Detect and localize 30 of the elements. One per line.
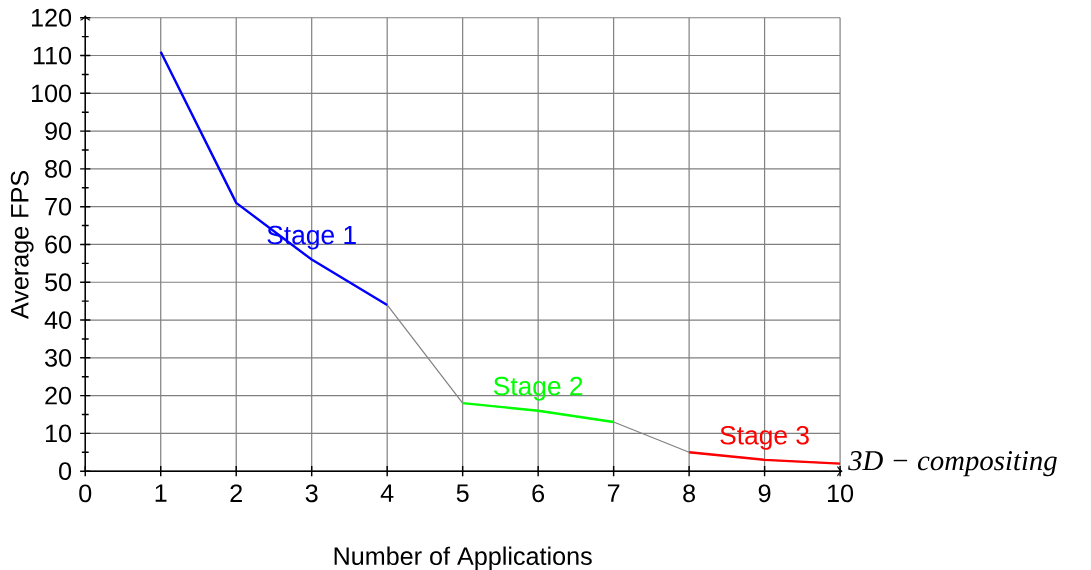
y-axis-title: Average FPS <box>10 171 34 319</box>
x-tick-label: 10 <box>828 484 854 503</box>
y-tick-label: 120 <box>32 8 72 27</box>
x-axis-title: Number of Applications <box>334 546 592 570</box>
x-tick-label: 9 <box>758 484 771 503</box>
y-tick-label: 50 <box>45 273 72 292</box>
y-tick-label: 100 <box>32 84 72 103</box>
x-tick-label: 6 <box>532 484 545 503</box>
y-tick-label: 10 <box>46 424 72 443</box>
series-label: 3D − compositing <box>848 451 1057 477</box>
series-label: Stage 3 <box>720 425 809 450</box>
y-tick-label: 40 <box>44 311 72 329</box>
x-tick-label: 8 <box>683 484 696 503</box>
x-tick-label: 7 <box>607 484 620 502</box>
x-tick-label: 4 <box>380 484 394 502</box>
y-tick-label: 70 <box>45 197 72 216</box>
x-tick-label: 0 <box>79 484 92 503</box>
y-tick-label: 30 <box>45 348 72 367</box>
y-tick-label: 20 <box>45 386 72 405</box>
x-tick-label: 5 <box>456 484 469 502</box>
series-label: Stage 2 <box>493 376 583 401</box>
x-tick-label: 2 <box>230 484 242 502</box>
y-tick-label: 90 <box>45 122 72 140</box>
y-tick-label: 0 <box>59 462 72 481</box>
line-series <box>159 50 389 307</box>
y-tick-label: 110 <box>33 46 72 65</box>
y-tick-label: 80 <box>45 159 72 178</box>
x-tick-label: 3 <box>305 484 318 503</box>
x-tick-label: 1 <box>155 484 167 502</box>
y-tick-label: 60 <box>45 235 72 254</box>
